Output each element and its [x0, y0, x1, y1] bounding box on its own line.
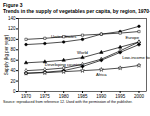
- svg-text:Europe: Europe: [125, 35, 139, 40]
- svg-text:Africa: Africa: [96, 72, 107, 77]
- svg-text:60: 60: [10, 58, 16, 63]
- svg-text:Developing countries: Developing countries: [45, 62, 84, 67]
- svg-text:100: 100: [8, 37, 16, 42]
- svg-text:80: 80: [10, 47, 16, 52]
- svg-text:1995: 1995: [115, 94, 126, 99]
- svg-text:20: 20: [10, 79, 16, 84]
- svg-text:1985: 1985: [77, 94, 88, 99]
- svg-text:Low-income food-deficit countr: Low-income food-deficit countries: [122, 55, 150, 60]
- svg-text:United States: United States: [51, 34, 76, 39]
- svg-text:1990: 1990: [96, 94, 107, 99]
- svg-text:1970: 1970: [21, 94, 32, 99]
- svg-text:0: 0: [13, 89, 16, 94]
- svg-text:140: 140: [8, 16, 16, 21]
- svg-text:2000: 2000: [134, 94, 145, 99]
- svg-text:1980: 1980: [59, 94, 70, 99]
- html-text:Source: reproduced from refere: Source: reproduced from reference 12. Us…: [3, 100, 133, 104]
- svg-text:40: 40: [10, 68, 16, 73]
- svg-text:120: 120: [8, 26, 16, 31]
- svg-text:1975: 1975: [40, 94, 51, 99]
- svg-text:World: World: [77, 50, 89, 55]
- html-text:Figure 3: Figure 3: [3, 2, 23, 8]
- svg-text:Supply (kg per year): Supply (kg per year): [4, 34, 9, 75]
